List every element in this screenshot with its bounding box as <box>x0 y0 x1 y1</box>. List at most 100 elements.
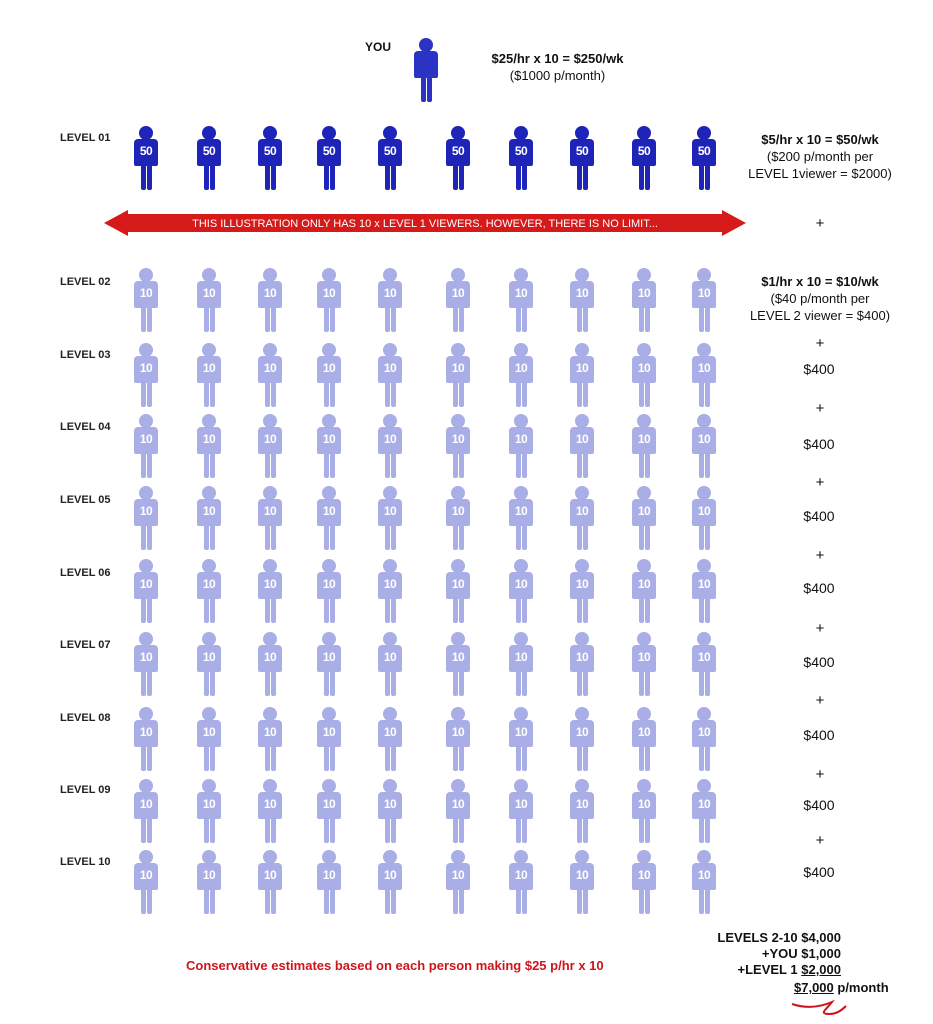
level-label: LEVEL 02 <box>60 276 111 288</box>
person-figure-icon: 10 <box>376 268 404 334</box>
person-figure-icon: 10 <box>256 632 284 698</box>
person-figure-icon: 10 <box>195 632 223 698</box>
figure-number: 10 <box>575 432 589 446</box>
person-figure-icon: 10 <box>195 486 223 552</box>
person-figure-icon: 10 <box>256 559 284 625</box>
level1-earnings: $5/hr x 10 = $50/wk ($200 p/month per LE… <box>730 131 910 182</box>
you-label: YOU <box>365 40 392 54</box>
level2-earnings-line2: ($40 p/month per <box>770 291 870 306</box>
level2-earnings-line3: LEVEL 2 viewer = $400) <box>749 308 891 323</box>
level1-earnings-line3: LEVEL 1viewer = $2000) <box>748 166 892 181</box>
figure-number: 50 <box>322 144 336 158</box>
level1-earnings-line1: $5/hr x 10 = $50/wk <box>761 132 879 147</box>
level-amount: $400 <box>803 436 835 452</box>
person-figure-icon: 10 <box>444 707 472 773</box>
figure-number: 50 <box>139 144 153 158</box>
figure-number: 50 <box>697 144 711 158</box>
person-figure-icon: 10 <box>315 559 343 625</box>
plus-sign: + <box>815 692 825 709</box>
person-figure-icon: 10 <box>315 779 343 845</box>
figure-number: 10 <box>451 868 465 882</box>
summary-line2: +YOU $1,000 <box>761 946 841 961</box>
person-figure-icon: 10 <box>630 559 658 625</box>
person-figure-icon: 10 <box>315 850 343 916</box>
figure-number: 10 <box>383 725 397 739</box>
plus-sign: + <box>815 620 825 637</box>
figure-number: 50 <box>451 144 465 158</box>
figure-number: 10 <box>514 868 528 882</box>
person-figure-icon: 10 <box>507 343 535 409</box>
person-figure-icon: 10 <box>690 850 718 916</box>
figure-number: 10 <box>575 504 589 518</box>
figure-number: 10 <box>697 361 711 375</box>
figure-number: 10 <box>697 577 711 591</box>
person-figure-icon: 10 <box>195 707 223 773</box>
person-figure-icon: 10 <box>444 414 472 480</box>
figure-number: 50 <box>202 144 216 158</box>
figure-number: 10 <box>451 797 465 811</box>
figure-number: 10 <box>514 650 528 664</box>
figure-number: 10 <box>139 650 153 664</box>
figure-number: 10 <box>139 725 153 739</box>
person-figure-icon: 10 <box>376 707 404 773</box>
figure-number: 10 <box>322 432 336 446</box>
person-figure-icon: 10 <box>132 559 160 625</box>
figure-number: 10 <box>383 432 397 446</box>
person-figure-icon: 10 <box>132 850 160 916</box>
person-figure-icon: 10 <box>132 779 160 845</box>
person-figure-icon: 10 <box>507 268 535 334</box>
figure-number: 10 <box>637 650 651 664</box>
person-figure-icon: 10 <box>315 486 343 552</box>
person-figure-icon: 10 <box>132 486 160 552</box>
level-label: LEVEL 01 <box>60 132 111 144</box>
person-figure-icon: 10 <box>195 779 223 845</box>
figure-number: 10 <box>383 361 397 375</box>
figure-number: 10 <box>383 650 397 664</box>
person-figure-icon: 10 <box>690 559 718 625</box>
person-figure-icon: 10 <box>444 343 472 409</box>
person-figure-icon: 10 <box>315 268 343 334</box>
figure-number: 10 <box>514 797 528 811</box>
figure-number: 10 <box>637 286 651 300</box>
person-figure-icon: 10 <box>132 414 160 480</box>
figure-number: 50 <box>575 144 589 158</box>
summary-level1-value: $2,000 <box>801 962 841 977</box>
person-figure-icon: 10 <box>132 632 160 698</box>
banner-text: THIS ILLUSTRATION ONLY HAS 10 x LEVEL 1 … <box>192 218 658 230</box>
plus-sign-level1: + <box>815 215 825 232</box>
figure-number: 10 <box>451 286 465 300</box>
person-figure-icon: 10 <box>690 343 718 409</box>
person-figure-icon: 10 <box>507 414 535 480</box>
figure-number: 10 <box>575 286 589 300</box>
person-figure-icon: 10 <box>568 486 596 552</box>
figure-number: 10 <box>575 868 589 882</box>
level-label: LEVEL 03 <box>60 349 111 361</box>
figure-number: 10 <box>263 725 277 739</box>
person-figure-icon: 10 <box>315 343 343 409</box>
figure-number: 10 <box>637 432 651 446</box>
level-label: LEVEL 04 <box>60 421 111 433</box>
person-figure-icon: 10 <box>507 486 535 552</box>
summary-line1: LEVELS 2-10 $4,000 <box>717 930 841 945</box>
figure-number: 10 <box>451 725 465 739</box>
person-figure-icon: 50 <box>444 126 472 192</box>
level2-earnings-line1: $1/hr x 10 = $10/wk <box>761 274 879 289</box>
figure-number: 10 <box>514 577 528 591</box>
person-figure-icon: 10 <box>690 486 718 552</box>
figure-number: 10 <box>697 504 711 518</box>
person-figure-icon: 50 <box>630 126 658 192</box>
person-figure-icon: 10 <box>376 486 404 552</box>
person-figure-icon: 10 <box>195 414 223 480</box>
person-figure-icon: 10 <box>444 850 472 916</box>
plus-sign: + <box>815 400 825 417</box>
figure-number: 10 <box>202 286 216 300</box>
figure-number: 10 <box>514 361 528 375</box>
figure-number: 10 <box>697 725 711 739</box>
person-figure-icon: 10 <box>690 414 718 480</box>
figure-number: 10 <box>263 868 277 882</box>
figure-number: 10 <box>322 504 336 518</box>
person-figure-icon: 10 <box>256 414 284 480</box>
plus-sign: + <box>815 474 825 491</box>
figure-number: 50 <box>263 144 277 158</box>
person-figure-icon: 10 <box>507 707 535 773</box>
